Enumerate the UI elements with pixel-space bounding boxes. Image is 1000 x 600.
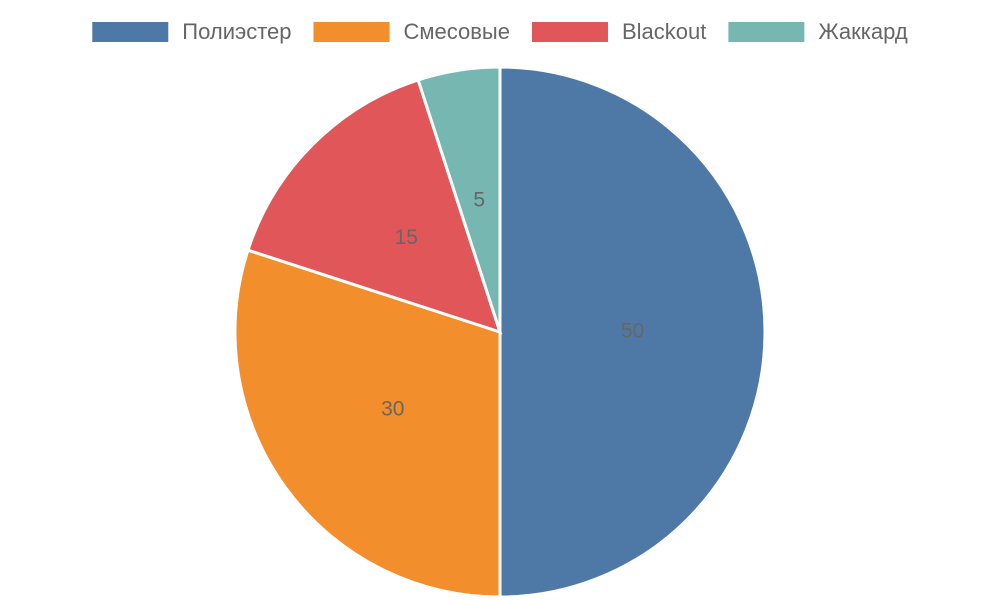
legend-label: Blackout (622, 19, 706, 44)
pie-slice (498, 65, 767, 599)
slice-label: 5 (473, 189, 485, 212)
slice-label: 15 (395, 226, 418, 249)
pie-slice (416, 65, 502, 333)
legend-swatch (92, 22, 169, 42)
legend-swatch (313, 22, 390, 42)
pie-slice (246, 78, 503, 335)
legend-label: Жаккард (818, 19, 907, 44)
legend: Полиэстер Смесовые Blackout Жаккард (92, 19, 908, 44)
legend-swatch (728, 22, 805, 42)
legend-label: Полиэстер (182, 19, 291, 44)
legend-label: Смесовые (404, 19, 510, 44)
slice-label: 30 (381, 397, 404, 420)
pie-slice (233, 248, 502, 599)
slice-label: 50 (621, 320, 644, 343)
legend-swatch (531, 22, 608, 42)
